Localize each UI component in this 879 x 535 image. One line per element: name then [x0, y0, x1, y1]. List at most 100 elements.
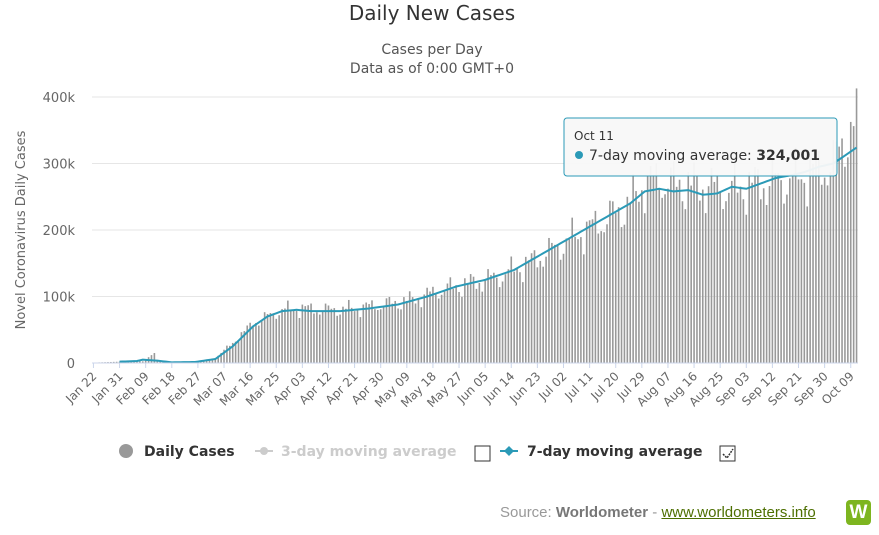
bar[interactable] — [681, 201, 684, 363]
bar[interactable] — [820, 184, 823, 363]
bar[interactable] — [406, 300, 408, 363]
bar[interactable] — [754, 166, 756, 363]
bar[interactable] — [150, 355, 153, 363]
bar[interactable] — [757, 169, 759, 363]
bar[interactable] — [440, 294, 443, 363]
bar[interactable] — [742, 199, 745, 363]
bar[interactable] — [260, 320, 263, 363]
bar[interactable] — [371, 300, 373, 363]
bar[interactable] — [722, 209, 724, 363]
bar[interactable] — [249, 322, 251, 363]
bar[interactable] — [330, 308, 333, 363]
bar[interactable] — [516, 269, 518, 363]
bar[interactable] — [556, 244, 559, 363]
bar[interactable] — [789, 178, 791, 363]
bar[interactable] — [400, 309, 402, 363]
bar[interactable] — [411, 297, 414, 363]
bar[interactable] — [263, 312, 266, 363]
bar[interactable] — [672, 161, 675, 363]
bar[interactable] — [617, 207, 620, 363]
bar[interactable] — [469, 274, 472, 363]
bar[interactable] — [507, 269, 510, 363]
bar[interactable] — [301, 304, 304, 363]
bar[interactable] — [690, 185, 692, 363]
bar[interactable] — [588, 220, 591, 363]
bar[interactable] — [115, 361, 118, 363]
bar[interactable] — [423, 294, 426, 363]
bar[interactable] — [478, 282, 481, 363]
bar[interactable] — [374, 309, 376, 363]
bar[interactable] — [234, 341, 237, 363]
bar[interactable] — [281, 309, 283, 363]
worldometer-logo-icon[interactable]: W — [846, 500, 871, 525]
bar[interactable] — [696, 176, 698, 363]
bar[interactable] — [771, 159, 774, 363]
bar[interactable] — [391, 303, 394, 363]
bar[interactable] — [527, 260, 530, 363]
bar[interactable] — [484, 280, 486, 363]
bar[interactable] — [704, 213, 707, 363]
bar[interactable] — [760, 199, 762, 363]
bar[interactable] — [765, 204, 768, 363]
bar[interactable] — [838, 146, 840, 363]
bar[interactable] — [643, 213, 646, 363]
bar[interactable] — [388, 296, 391, 363]
bar[interactable] — [324, 303, 327, 363]
bar[interactable] — [728, 192, 730, 363]
bar[interactable] — [237, 341, 240, 363]
bar[interactable] — [580, 237, 582, 363]
legend-3day-checkbox[interactable] — [474, 445, 491, 462]
bar[interactable] — [475, 288, 478, 363]
bar[interactable] — [800, 179, 803, 363]
bar[interactable] — [498, 287, 501, 363]
bar[interactable] — [464, 278, 466, 363]
bar[interactable] — [536, 267, 539, 363]
bar[interactable] — [768, 186, 771, 363]
bar[interactable] — [594, 210, 597, 363]
bar[interactable] — [844, 166, 846, 363]
bar[interactable] — [600, 231, 603, 363]
bar[interactable] — [269, 313, 272, 363]
bar[interactable] — [426, 287, 428, 363]
bar[interactable] — [443, 291, 446, 363]
bar[interactable] — [359, 317, 362, 363]
bar[interactable] — [153, 353, 156, 363]
bar[interactable] — [504, 274, 507, 363]
bar[interactable] — [655, 163, 658, 363]
bar[interactable] — [667, 188, 669, 363]
bar[interactable] — [394, 300, 397, 363]
bar[interactable] — [284, 308, 286, 363]
bar[interactable] — [258, 325, 260, 363]
bar[interactable] — [493, 272, 495, 363]
bar[interactable] — [298, 317, 301, 363]
bar[interactable] — [626, 196, 629, 363]
bar[interactable] — [620, 227, 623, 363]
bar[interactable] — [707, 186, 710, 363]
bar[interactable] — [783, 203, 785, 363]
bar[interactable] — [559, 259, 562, 363]
bar[interactable] — [524, 256, 527, 363]
bar[interactable] — [449, 277, 452, 363]
bar[interactable] — [333, 308, 336, 363]
bar[interactable] — [565, 238, 568, 363]
bar[interactable] — [205, 359, 208, 363]
bar[interactable] — [220, 352, 222, 363]
bar[interactable] — [786, 194, 788, 363]
bar[interactable] — [855, 88, 858, 363]
bar[interactable] — [730, 180, 733, 363]
source-link[interactable]: www.worldometers.info — [661, 504, 816, 521]
bar[interactable] — [646, 176, 649, 363]
bar[interactable] — [208, 359, 211, 363]
bar[interactable] — [243, 331, 246, 363]
bar[interactable] — [289, 309, 292, 363]
bar[interactable] — [377, 310, 379, 363]
bar[interactable] — [240, 332, 243, 363]
bar[interactable] — [362, 304, 365, 363]
bar[interactable] — [725, 201, 727, 363]
bar[interactable] — [533, 250, 536, 363]
bar[interactable] — [429, 291, 431, 363]
bar[interactable] — [414, 303, 417, 363]
bar[interactable] — [678, 179, 681, 363]
bar[interactable] — [133, 361, 135, 363]
bar[interactable] — [693, 162, 695, 363]
